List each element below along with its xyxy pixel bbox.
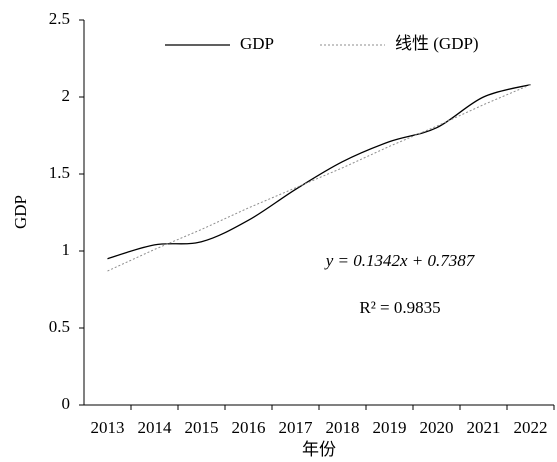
y-tick-label: 1.5: [49, 163, 70, 182]
x-tick-label: 2019: [373, 418, 407, 437]
y-tick-label: 1: [62, 240, 71, 259]
x-tick-label: 2013: [91, 418, 125, 437]
trend-equation: y = 0.1342x + 0.7387: [324, 251, 476, 270]
x-tick-label: 2020: [420, 418, 454, 437]
x-tick-label: 2021: [467, 418, 501, 437]
x-tick-label: 2015: [185, 418, 219, 437]
y-axis-label: GDP: [11, 195, 30, 229]
legend-label: 线性 (GDP): [395, 34, 479, 53]
series-line: [107, 84, 531, 260]
x-tick-label: 2016: [232, 418, 266, 437]
y-tick-label: 0.5: [49, 317, 70, 336]
y-tick-label: 2.5: [49, 9, 70, 28]
x-axis-label: 年份: [302, 440, 336, 459]
x-tick-label: 2022: [514, 418, 548, 437]
series-line: [107, 84, 531, 272]
y-tick-label: 2: [62, 86, 71, 105]
r-squared: R² = 0.9835: [359, 298, 440, 317]
x-tick-label: 2017: [279, 418, 314, 437]
y-tick-label: 0: [62, 394, 71, 413]
x-tick-label: 2018: [326, 418, 360, 437]
legend-label: GDP: [240, 34, 274, 53]
x-tick-label: 2014: [138, 418, 173, 437]
